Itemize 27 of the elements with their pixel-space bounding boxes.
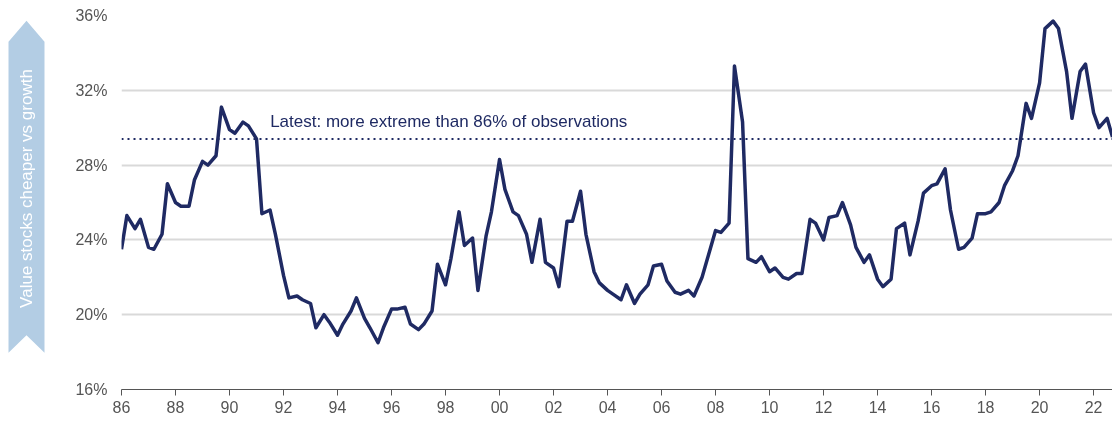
- x-tick-label: 90: [220, 398, 239, 416]
- x-tick-label: 02: [544, 398, 563, 416]
- x-tick-label: 20: [1030, 398, 1049, 416]
- x-tick-label: 06: [652, 398, 671, 416]
- y-tick-label: 36%: [75, 7, 108, 24]
- y-tick-label: 32%: [75, 81, 108, 99]
- x-tick-label: 98: [436, 398, 455, 416]
- y-tick-label: 24%: [75, 231, 108, 249]
- x-tick-label: 08: [706, 398, 725, 416]
- x-tick-label: 22: [1084, 398, 1103, 416]
- x-tick-label: 14: [868, 398, 887, 416]
- x-tick-label: 88: [166, 398, 185, 416]
- x-tick-label: 94: [328, 398, 347, 416]
- y-tick-label: 20%: [75, 306, 108, 324]
- x-tick-label: 10: [760, 398, 779, 416]
- x-tick-label: 00: [490, 398, 509, 416]
- y-axis-title: Value stocks cheaper vs growth: [17, 69, 36, 308]
- x-tick-label: 16: [922, 398, 941, 416]
- y-tick-label: 28%: [75, 156, 108, 174]
- x-tick-label: 86: [112, 398, 131, 416]
- x-tick-label: 18: [976, 398, 995, 416]
- x-tick-label: 12: [814, 398, 833, 416]
- x-tick-label: 04: [598, 398, 617, 416]
- x-tick-label: 96: [382, 398, 401, 416]
- y-tick-label: 16%: [75, 381, 108, 398]
- x-tick-label: 92: [274, 398, 293, 416]
- ref-line-label: Latest: more extreme than 86% of observations: [270, 111, 628, 131]
